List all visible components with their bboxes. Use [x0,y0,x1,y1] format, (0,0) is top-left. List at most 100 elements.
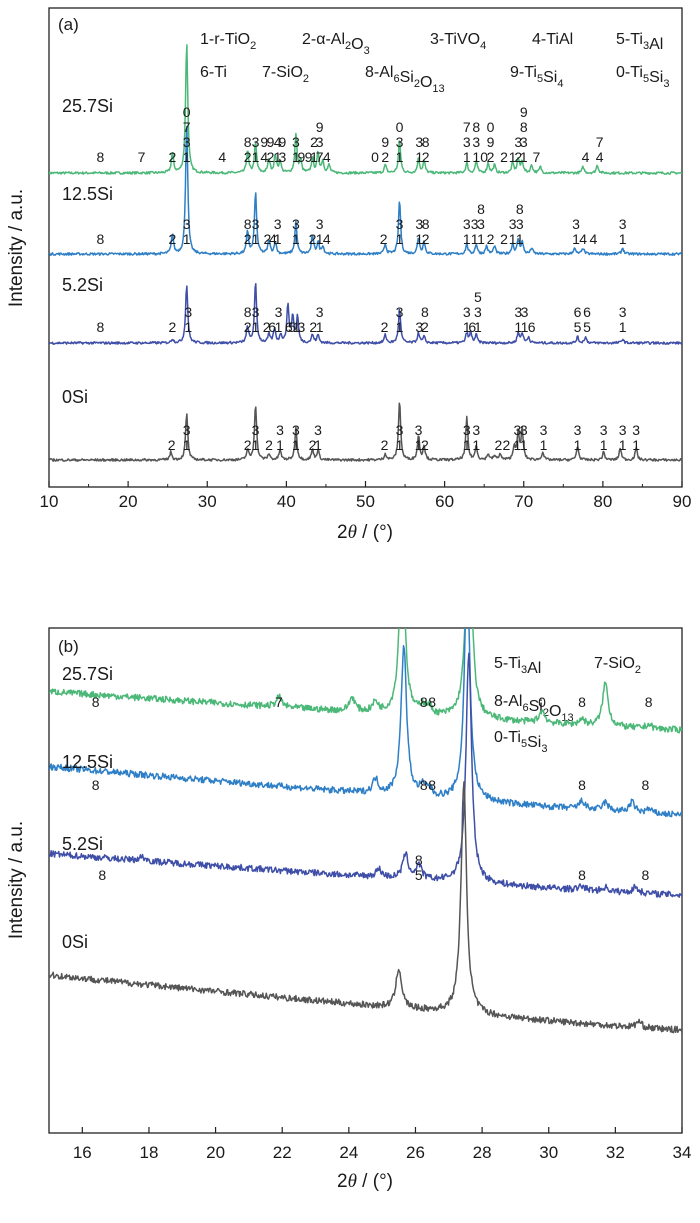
peak-marker-label: 4 [323,149,331,165]
peak-marker-digit: 3 [514,134,522,150]
peak-marker-digit: 1 [275,319,283,335]
peak-marker-digit: 2 [514,149,522,165]
peak-marker-digit: 8 [578,867,586,883]
peak-marker-label: 31 [292,422,300,453]
peak-marker-label: 0 [480,149,488,165]
peak-marker-label: 31 [316,216,324,247]
peak-marker-label: 31 [292,134,300,165]
peak-marker-digit: 3 [415,422,423,438]
peak-marker-digit: 1 [396,437,404,453]
peak-marker-digit: 2 [263,231,271,247]
legend-entry-2: 2-α-Al2O3 [302,31,370,57]
panel-a-y-axis-label: Intensity / a.u. [6,189,27,307]
peak-marker-digit: 2 [421,319,429,335]
peak-marker-digit: 1 [276,437,284,453]
peak-marker-label: 1 [293,319,301,335]
peak-marker-digit: 6 [268,319,276,335]
peak-marker-digit: 0 [480,149,488,165]
series-line-12.5Si [49,628,682,818]
peak-marker-digit: 3 [292,422,300,438]
peak-marker-label: 31 [600,422,608,453]
peak-marker-label: 2 [500,149,508,165]
peak-marker-digit: 3 [520,422,528,438]
peak-marker-label: 2 [421,437,429,453]
peak-marker-digit: 8 [98,867,106,883]
peak-marker-digit: 3 [415,319,423,335]
peak-marker-digit: 1 [316,319,324,335]
peak-marker-digit: 7 [183,119,191,135]
peak-marker-label: 4 [579,231,587,247]
peak-marker-digit: 0 [183,104,191,120]
peak-marker-digit: 1 [292,437,300,453]
peak-marker-digit: 0 [487,119,495,135]
series-line-0Si [49,402,682,462]
peak-marker-digit: 3 [316,134,324,150]
peak-marker-digit: 9 [260,134,268,150]
peak-marker-digit: 8 [578,777,586,793]
peak-marker-digit: 1 [509,231,517,247]
peak-marker-digit: 2 [502,437,510,453]
peak-marker-digit: 3 [472,134,480,150]
peak-marker-digit: 3 [477,216,485,232]
peak-marker-digit: 3 [274,216,282,232]
peak-marker-digit: 6 [528,319,536,335]
peak-marker-digit: 4 [323,149,331,165]
peak-marker-digit: 1 [310,149,318,165]
peak-marker-digit: 8 [641,867,649,883]
peak-marker-digit: 8 [420,777,428,793]
peak-marker-digit: 2 [310,134,318,150]
peak-marker-digit: 2 [500,231,508,247]
series-line-5.2Si [49,282,682,345]
peak-marker-label: 31 [463,216,471,247]
peak-marker-digit: 3 [316,216,324,232]
peak-marker-label: 31 [252,216,260,247]
peak-marker-digit: 1 [514,319,522,335]
peak-marker-digit: 3 [396,304,404,320]
peak-marker-digit: 8 [97,319,105,335]
peak-marker-label: 8 [428,777,436,793]
peak-marker-label: 31 [463,304,471,335]
peak-marker-digit: 2 [168,437,176,453]
peak-marker-digit: 2 [169,149,177,165]
peak-marker-label: 9 [298,149,306,165]
peak-marker-label: 2 [168,437,176,453]
peak-marker-digit: 9 [487,134,495,150]
peak-marker-digit: 3 [183,216,191,232]
peak-marker-digit: 3 [314,422,322,438]
peak-marker-label: 9 [305,149,313,165]
peak-marker-digit: 0 [371,149,379,165]
peak-marker-label: 31 [574,422,582,453]
peak-marker-label: 94 [260,134,268,165]
peak-marker-digit: 2 [487,149,495,165]
peak-marker-digit: 1 [293,319,301,335]
peak-marker-digit: 2 [263,319,271,335]
peak-marker-digit: 8 [516,201,524,217]
peak-marker-digit: 1 [463,231,471,247]
peak-marker-label: 831 [472,119,480,165]
peak-marker-label: 831 [477,201,485,247]
peak-marker-digit: 3 [463,134,471,150]
peak-marker-label: 3 [415,319,423,335]
peak-marker-label: 8 [420,694,428,710]
peak-marker-digit: 1 [520,437,528,453]
peak-marker-digit: 2 [244,231,252,247]
legend-entry-4: 4-TiAl [532,31,573,48]
peak-marker-label: 7 [533,149,541,165]
peak-marker-label: 31 [572,216,580,247]
peak-marker-digit: 5 [574,319,582,335]
peak-marker-digit: 1 [619,319,627,335]
peak-marker-digit: 3 [619,216,627,232]
peak-marker-digit: 8 [422,134,430,150]
peak-marker-digit: 2 [495,437,503,453]
peak-marker-digit: 1 [292,149,300,165]
peak-marker-digit: 3 [252,134,260,150]
peak-marker-label: 2 [495,437,503,453]
peak-marker-digit: 8 [97,231,105,247]
peak-marker-label: 31 [619,422,627,453]
peak-marker-digit: 2 [309,231,317,247]
peak-marker-label: 31 [415,422,423,453]
peak-marker-digit: 3 [632,422,640,438]
peak-marker-digit: 3 [415,216,423,232]
